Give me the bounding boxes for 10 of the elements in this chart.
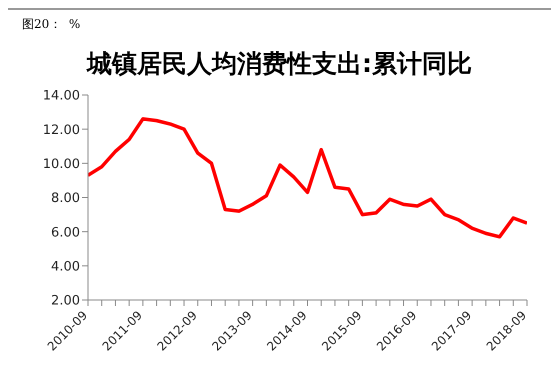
y-tick-label: 10.00 (42, 156, 80, 172)
y-tick-label: 2.00 (51, 294, 80, 309)
y-tick-label: 8.00 (51, 191, 80, 206)
caption: 图20： % (21, 16, 82, 33)
y-tick-label: 6.00 (51, 225, 80, 240)
y-tick-label: 4.00 (51, 259, 80, 274)
line-series (88, 117, 527, 239)
chart-title: 城镇居民人均消费性支出:累计同比 (85, 48, 473, 80)
y-tick-label: 12.00 (42, 122, 80, 138)
y-tick-label: 14.00 (42, 88, 80, 104)
